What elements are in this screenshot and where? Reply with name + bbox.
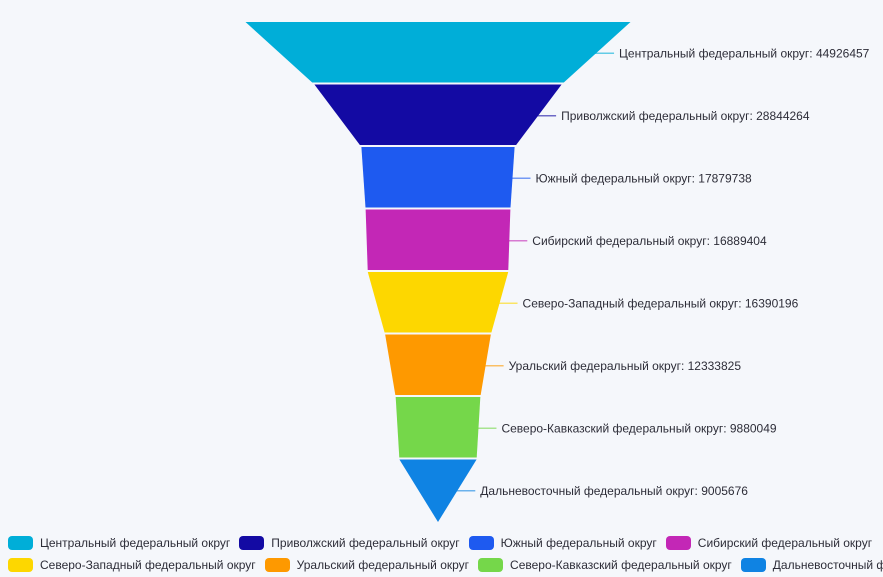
funnel-label: Южный федеральный округ: 17879738 — [535, 171, 752, 185]
legend-item[interactable]: Сибирский федеральный округ — [665, 536, 873, 550]
legend-item-label: Сибирский федеральный округ — [697, 536, 873, 550]
legend-row: Центральный федеральный округ Приволжский… — [8, 536, 883, 550]
funnel-label: Дальневосточный федеральный округ: 90056… — [480, 484, 748, 498]
legend-item-label: Уральский федеральный округ — [296, 558, 470, 572]
legend-item-label: Северо-Западный федеральный округ — [40, 558, 256, 572]
funnel-label: Северо-Кавказский федеральный округ: 988… — [501, 421, 776, 435]
legend-swatch-icon — [8, 558, 33, 572]
funnel-label: Уральский федеральный округ: 12333825 — [509, 359, 742, 373]
legend-item[interactable]: Северо-Кавказский федеральный округ — [478, 558, 732, 572]
legend-item-label: Южный федеральный округ — [500, 536, 657, 550]
legend-swatch-icon — [8, 536, 33, 550]
legend-item-label: Северо-Кавказский федеральный округ — [510, 558, 732, 572]
legend-item[interactable]: Приволжский федеральный округ — [239, 536, 460, 550]
funnel-segment[interactable] — [314, 84, 562, 146]
funnel-segment[interactable] — [361, 147, 515, 208]
legend-swatch-icon — [478, 558, 504, 572]
legend-item[interactable]: Южный федеральный округ — [468, 536, 657, 550]
legend-swatch-icon — [665, 536, 691, 550]
legend-item[interactable]: Центральный федеральный округ — [8, 536, 230, 550]
legend-item-label: Дальневосточный федеральный округ — [772, 558, 883, 572]
funnel-segment[interactable] — [385, 334, 491, 396]
legend-item[interactable]: Уральский федеральный округ — [264, 558, 470, 572]
legend-swatch-icon — [239, 536, 265, 550]
legend: Центральный федеральный округ Приволжский… — [8, 536, 883, 572]
funnel-segment[interactable] — [399, 459, 477, 523]
legend-swatch-icon — [740, 558, 766, 572]
legend-swatch-icon — [468, 536, 494, 550]
legend-item[interactable]: Северо-Западный федеральный округ — [8, 558, 256, 572]
legend-item-label: Приволжский федеральный округ — [271, 536, 460, 550]
legend-item[interactable]: Дальневосточный федеральный округ — [740, 558, 883, 572]
funnel-segment[interactable] — [395, 397, 481, 458]
legend-item-label: Центральный федеральный округ — [40, 536, 231, 550]
funnel-label: Центральный федеральный округ: 44926457 — [619, 46, 870, 60]
funnel-segment[interactable] — [365, 209, 511, 271]
legend-swatch-icon — [264, 558, 290, 572]
legend-row: Северо-Западный федеральный округ Уральск… — [8, 558, 883, 572]
funnel-label: Северо-Западный федеральный округ: 16390… — [523, 296, 799, 310]
funnel-label: Приволжский федеральный округ: 28844264 — [561, 109, 810, 123]
funnel-segment[interactable] — [245, 22, 631, 83]
funnel-label: Сибирский федеральный округ: 16889404 — [532, 234, 767, 248]
funnel-segment[interactable] — [367, 272, 509, 333]
